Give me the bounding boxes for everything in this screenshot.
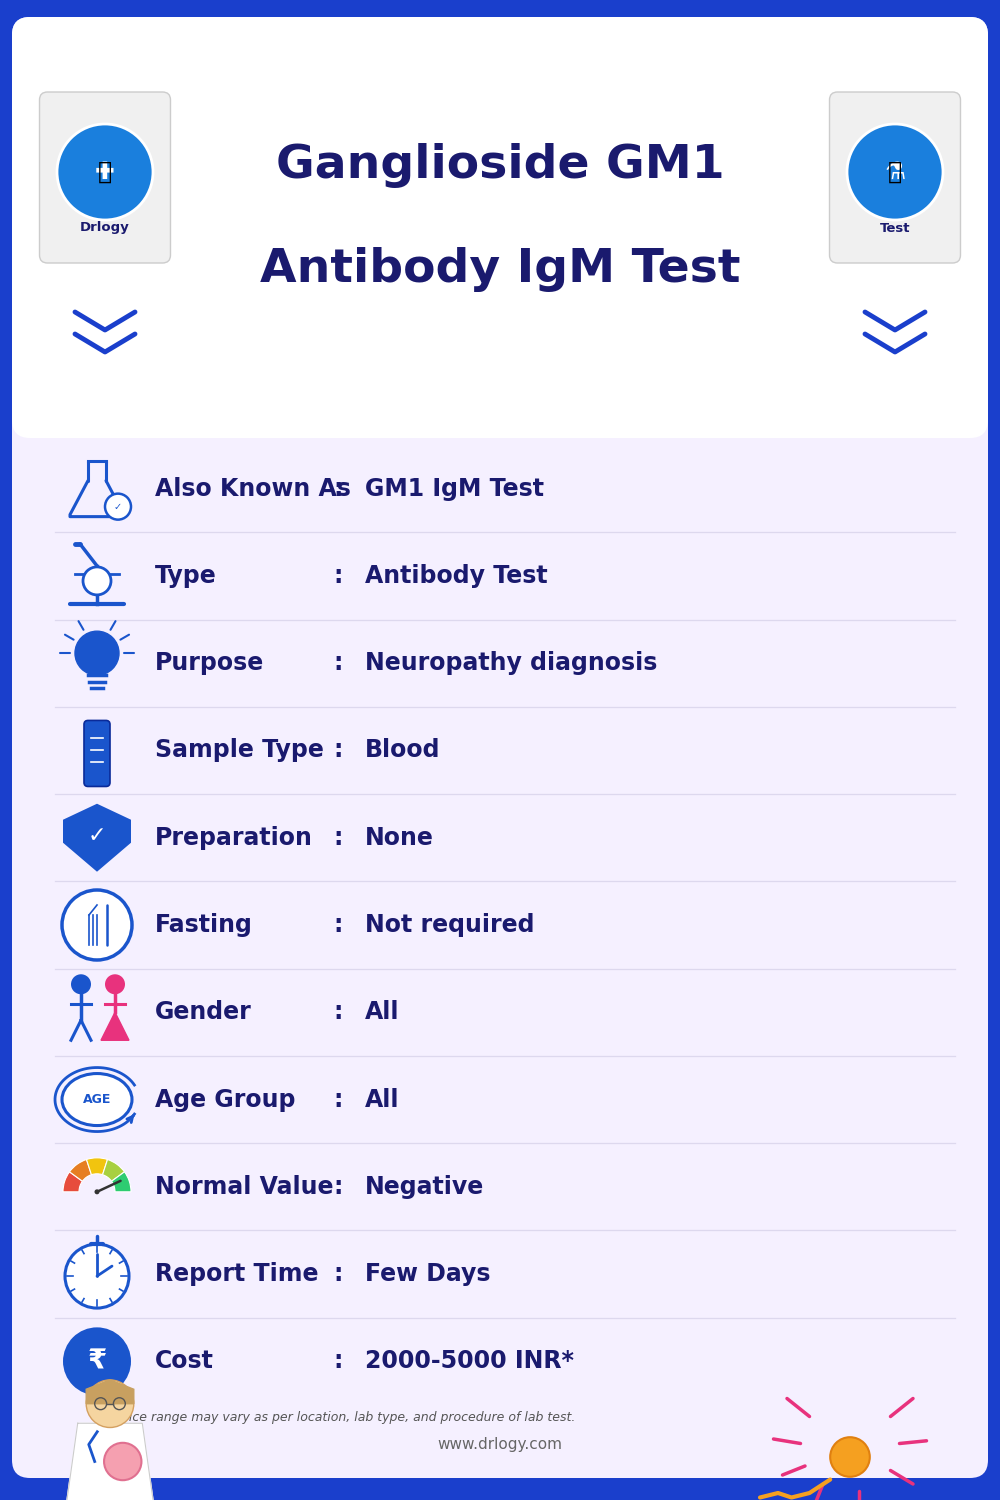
Text: None: None (365, 825, 434, 849)
Text: All: All (365, 1000, 400, 1024)
Text: :: : (333, 825, 343, 849)
Text: :: : (333, 1000, 343, 1024)
Text: AGE: AGE (83, 1094, 111, 1106)
Text: All: All (365, 1088, 400, 1112)
Text: :: : (333, 564, 343, 588)
Text: :: : (333, 738, 343, 762)
Text: *Price range may vary as per location, lab type, and procedure of lab test.: *Price range may vary as per location, l… (110, 1412, 575, 1425)
FancyBboxPatch shape (830, 92, 960, 262)
FancyBboxPatch shape (12, 16, 988, 1478)
Ellipse shape (62, 1074, 132, 1125)
Text: Neuropathy diagnosis: Neuropathy diagnosis (365, 651, 657, 675)
FancyBboxPatch shape (84, 720, 110, 786)
Polygon shape (101, 1013, 129, 1041)
Circle shape (104, 1443, 141, 1480)
Text: Normal Value: Normal Value (155, 1174, 334, 1198)
Text: Report Time: Report Time (155, 1262, 318, 1286)
Text: Drlogy: Drlogy (80, 222, 130, 234)
Circle shape (830, 1437, 870, 1478)
Text: Not required: Not required (365, 914, 534, 938)
Circle shape (57, 124, 153, 220)
Text: Fasting: Fasting (155, 914, 253, 938)
Circle shape (63, 1328, 131, 1395)
Text: 2000-5000 INR*: 2000-5000 INR* (365, 1350, 574, 1374)
Text: GM1 IgM Test: GM1 IgM Test (365, 477, 544, 501)
Text: Blood: Blood (365, 738, 440, 762)
Text: :: : (333, 1174, 343, 1198)
Circle shape (847, 124, 943, 220)
Circle shape (94, 1190, 100, 1194)
Text: Age Group: Age Group (155, 1088, 296, 1112)
Wedge shape (69, 1160, 91, 1180)
Text: www.drlogy.com: www.drlogy.com (438, 1437, 562, 1452)
Text: ⚗: ⚗ (884, 160, 906, 184)
Wedge shape (63, 1172, 82, 1192)
Text: Ganglioside GM1: Ganglioside GM1 (276, 142, 724, 188)
Text: Cost: Cost (155, 1350, 214, 1374)
Text: ₹: ₹ (87, 1347, 107, 1376)
Text: Test: Test (880, 222, 910, 234)
Text: ✚: ✚ (95, 160, 115, 184)
Text: :: : (333, 1088, 343, 1112)
Circle shape (83, 567, 111, 596)
Circle shape (105, 494, 131, 519)
Text: Preparation: Preparation (155, 825, 313, 849)
Wedge shape (112, 1172, 131, 1192)
Circle shape (75, 632, 119, 675)
Text: Negative: Negative (365, 1174, 484, 1198)
Text: :: : (333, 477, 343, 501)
FancyBboxPatch shape (12, 16, 988, 438)
Text: 🩺: 🩺 (98, 160, 112, 184)
Text: ✓: ✓ (88, 825, 106, 846)
Text: ✓: ✓ (114, 501, 122, 512)
Wedge shape (86, 1158, 108, 1174)
Text: 🔬: 🔬 (888, 160, 902, 184)
Text: :: : (333, 914, 343, 938)
Wedge shape (103, 1160, 125, 1180)
Text: Also Known As: Also Known As (155, 477, 351, 501)
Circle shape (62, 890, 132, 960)
Polygon shape (86, 1380, 134, 1404)
Circle shape (65, 1244, 129, 1308)
Text: :: : (333, 651, 343, 675)
Text: Type: Type (155, 564, 217, 588)
Text: Few Days: Few Days (365, 1262, 490, 1286)
Circle shape (86, 1380, 134, 1428)
Text: Gender: Gender (155, 1000, 252, 1024)
FancyBboxPatch shape (40, 92, 170, 262)
Text: :: : (333, 1350, 343, 1374)
Text: Antibody IgM Test: Antibody IgM Test (260, 248, 740, 292)
PathPatch shape (63, 804, 131, 871)
Text: Antibody Test: Antibody Test (365, 564, 548, 588)
Text: Purpose: Purpose (155, 651, 264, 675)
Circle shape (71, 975, 91, 994)
Text: :: : (333, 1262, 343, 1286)
Circle shape (105, 975, 125, 994)
Polygon shape (66, 1424, 154, 1500)
Text: Sample Type: Sample Type (155, 738, 324, 762)
